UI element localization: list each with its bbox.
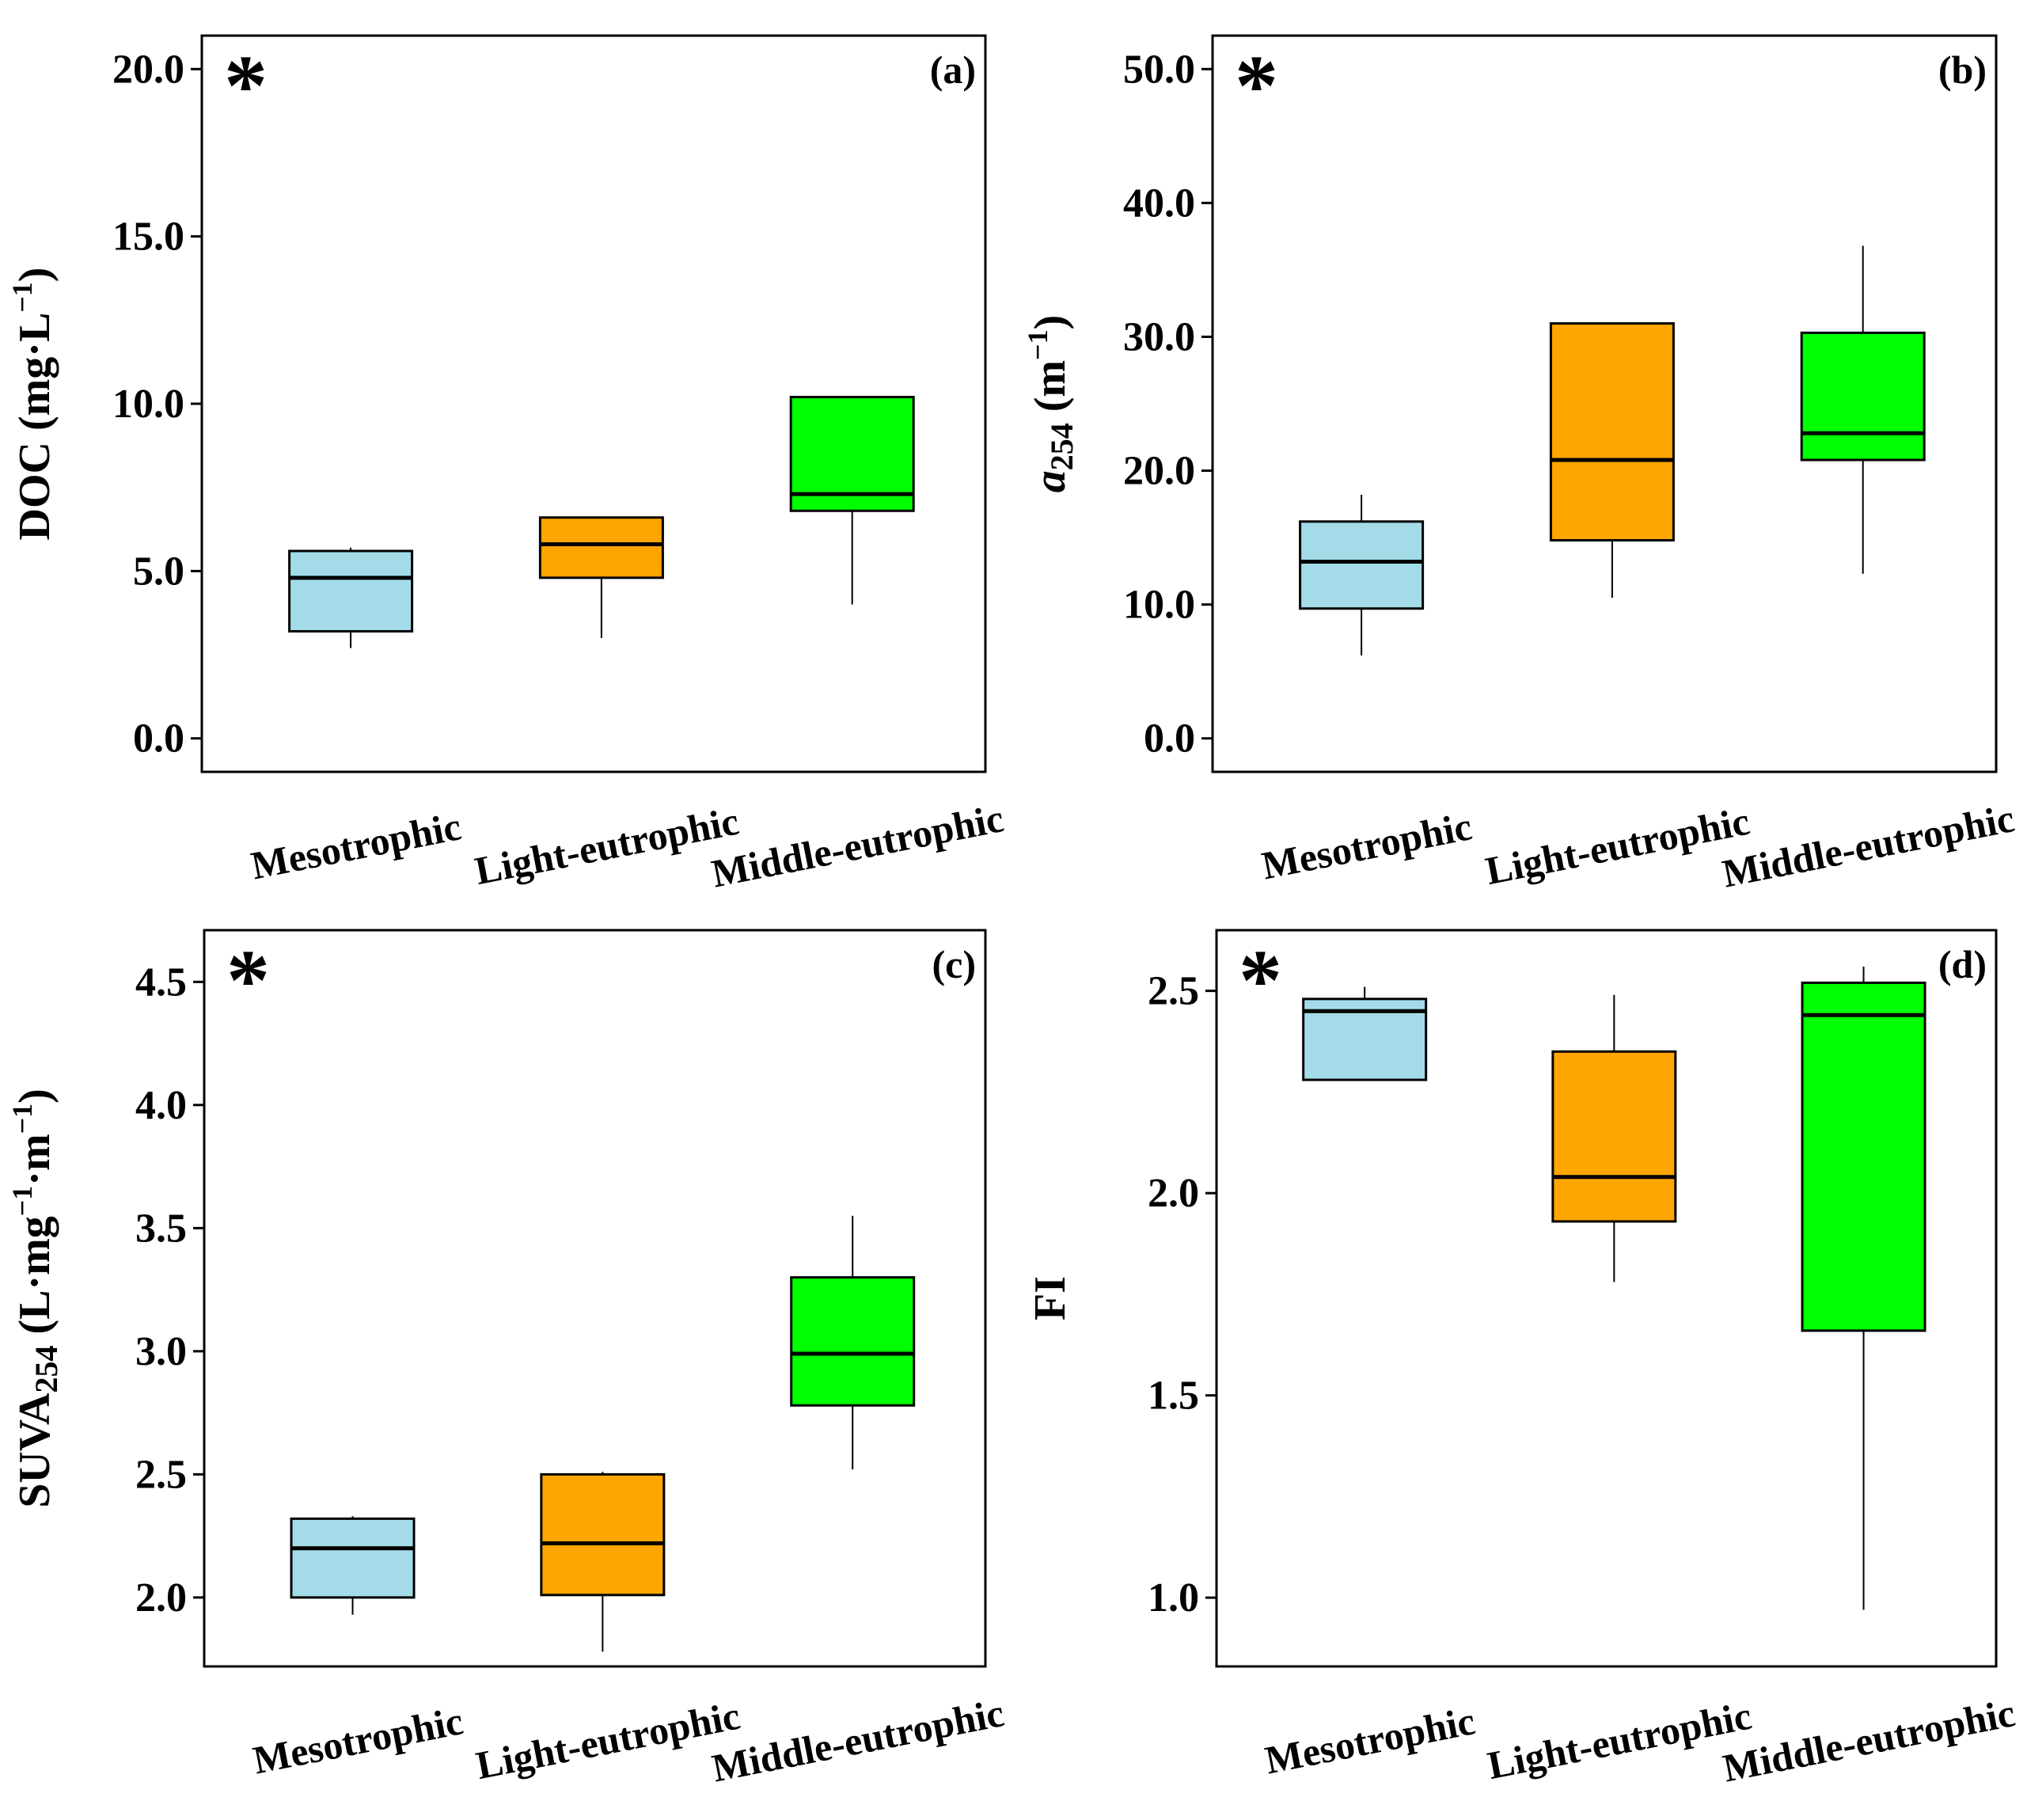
y-axis-label-part: FI bbox=[1026, 1276, 1075, 1320]
box-light-eutrophic bbox=[538, 516, 664, 638]
panel-label: (d) bbox=[1938, 942, 1987, 986]
y-axis-label: DOC (mg·L−1) bbox=[6, 268, 59, 541]
y-tick-label: 2.0 bbox=[135, 1575, 187, 1621]
box-mesotrophic bbox=[288, 547, 414, 648]
y-axis-label-part: SUVA bbox=[10, 1393, 59, 1508]
iqr-box bbox=[790, 1276, 916, 1407]
category-label: Mesotrophic bbox=[248, 804, 465, 887]
y-tick-label: 40.0 bbox=[1123, 180, 1195, 226]
y-axis-label-part: (m bbox=[1026, 360, 1075, 423]
box-mesotrophic bbox=[290, 1516, 416, 1615]
plot-frame bbox=[1211, 34, 1998, 773]
category-label: Mesotrophic bbox=[249, 1698, 466, 1782]
iqr-box bbox=[538, 516, 664, 579]
y-tick-label: 2.5 bbox=[135, 1452, 187, 1497]
significance-star: * bbox=[1239, 932, 1282, 1028]
iqr-box bbox=[789, 396, 915, 512]
box-light-eutrophic bbox=[1549, 322, 1675, 598]
y-tick-label: 20.0 bbox=[1123, 449, 1195, 494]
y-tick-label: 2.5 bbox=[1148, 969, 1199, 1014]
significance-star: * bbox=[224, 37, 268, 134]
panel-label: (c) bbox=[932, 942, 977, 986]
significance-star: * bbox=[226, 932, 270, 1028]
y-tick-label: 4.5 bbox=[135, 959, 187, 1005]
y-tick-label: 2.0 bbox=[1148, 1171, 1199, 1216]
y-tick-label: 0.0 bbox=[1144, 716, 1195, 762]
category-label: Mesotrophic bbox=[1262, 1698, 1478, 1782]
iqr-box bbox=[540, 1472, 666, 1597]
category-label: Middle-eutrophic bbox=[708, 796, 1008, 895]
y-tick-label: 3.5 bbox=[135, 1206, 187, 1251]
category-label: Middle-eutrophic bbox=[708, 1690, 1008, 1790]
y-axis-label-part: ) bbox=[10, 268, 59, 283]
category-label: Light-eutrophic bbox=[473, 1693, 743, 1788]
y-tick-label: 0.0 bbox=[133, 716, 184, 762]
y-axis-label-part: −1 bbox=[1022, 329, 1053, 360]
category-label: Middle-eutrophic bbox=[1719, 1690, 2018, 1790]
box-middle-eutrophic bbox=[1801, 966, 1926, 1610]
y-axis-label: SUVA254 (L·mg−1·m−1) bbox=[6, 1089, 64, 1508]
iqr-box bbox=[1299, 520, 1425, 610]
box-light-eutrophic bbox=[1551, 994, 1677, 1282]
chart-panel-d: 1.0 1.5 2.0 2.5 FI * (d) Mesotrophic Light-eutro… bbox=[1026, 929, 2018, 1790]
box-middle-eutrophic bbox=[1800, 245, 1926, 574]
y-tick-label: 20.0 bbox=[112, 47, 184, 92]
iqr-box bbox=[1800, 331, 1926, 462]
plot-frame bbox=[203, 929, 987, 1668]
iqr-box bbox=[1801, 981, 1926, 1332]
chart-panel-a: 0.0 5.0 10.0 15.0 20.0 DOC (mg·L−1) * (a) Mesotr… bbox=[6, 34, 1008, 895]
box-mesotrophic bbox=[1299, 494, 1425, 655]
iqr-box bbox=[1551, 1050, 1677, 1223]
box-mesotrophic bbox=[1302, 986, 1428, 1081]
y-tick-label: 5.0 bbox=[133, 549, 184, 594]
y-tick-label: 50.0 bbox=[1123, 47, 1195, 92]
y-axis-label: FI bbox=[1026, 1276, 1075, 1320]
y-tick-label: 4.0 bbox=[135, 1083, 187, 1128]
y-tick-label: 30.0 bbox=[1123, 314, 1195, 359]
box-middle-eutrophic bbox=[789, 396, 915, 605]
category-label: Mesotrophic bbox=[1258, 804, 1475, 887]
y-axis-label-part: ) bbox=[10, 1089, 59, 1104]
y-axis-label-part: a bbox=[1026, 470, 1075, 492]
plot-frame bbox=[1215, 929, 1998, 1668]
category-label: Light-eutrophic bbox=[1484, 1693, 1755, 1788]
y-tick-label: 10.0 bbox=[1123, 583, 1195, 628]
y-axis-label-part: −1 bbox=[6, 1104, 38, 1134]
iqr-box bbox=[290, 1517, 416, 1599]
y-tick-label: 1.5 bbox=[1148, 1374, 1199, 1419]
iqr-box bbox=[288, 549, 414, 633]
y-tick-label: 10.0 bbox=[112, 382, 184, 427]
significance-star: * bbox=[1235, 37, 1278, 134]
y-axis-label-part: ) bbox=[1026, 315, 1075, 330]
y-tick-label: 15.0 bbox=[112, 215, 184, 260]
y-axis-label-part: ·m bbox=[10, 1134, 59, 1185]
y-axis-label-part: (L·mg bbox=[10, 1216, 59, 1345]
y-axis-label-part: 254 bbox=[28, 1346, 64, 1393]
y-tick-label: 3.0 bbox=[135, 1329, 187, 1374]
y-axis-label-part: DOC (mg·L bbox=[10, 313, 59, 541]
y-axis-label-part: −1 bbox=[6, 282, 38, 313]
category-label: Light-eutrophic bbox=[1482, 799, 1752, 893]
iqr-box bbox=[1549, 322, 1675, 541]
box-middle-eutrophic bbox=[790, 1215, 916, 1470]
category-label: Middle-eutrophic bbox=[1719, 796, 2018, 895]
chart-panel-b: 0.0 10.0 20.0 30.0 40.0 50.0 a254 (m−1) * (b) Mes… bbox=[1022, 34, 2018, 895]
category-label: Light-eutrophic bbox=[471, 799, 742, 893]
y-axis-label-part: 254 bbox=[1044, 423, 1080, 470]
panel-label: (b) bbox=[1938, 47, 1987, 92]
y-axis-label: a254 (m−1) bbox=[1022, 315, 1080, 492]
box-light-eutrophic bbox=[540, 1472, 666, 1652]
y-axis-label-part: −1 bbox=[6, 1186, 38, 1217]
panel-label: (a) bbox=[930, 47, 976, 92]
y-tick-label: 1.0 bbox=[1148, 1575, 1199, 1621]
